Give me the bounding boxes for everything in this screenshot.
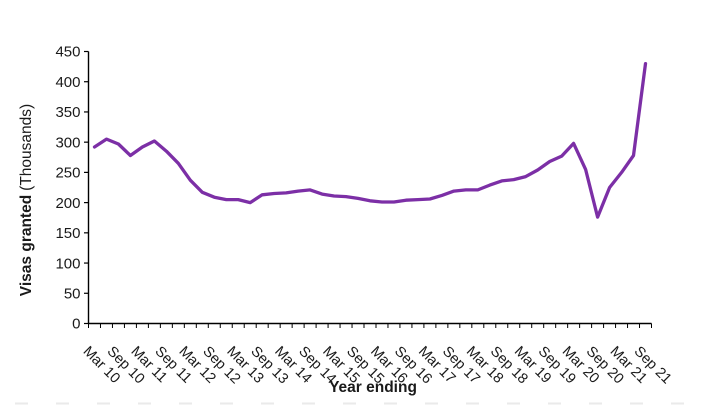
y-axis-title: Visas granted (Thousands) <box>18 104 35 296</box>
visas-granted-series-line <box>92 61 648 219</box>
y-axis-title-main: Visas granted <box>18 195 35 296</box>
y-tick-label: 400 <box>55 74 80 91</box>
x-axis-title: Year ending <box>329 379 417 396</box>
y-tick-label: 100 <box>55 255 80 272</box>
y-axis-title-unit: (Thousands) <box>18 104 35 191</box>
y-tick-label: 50 <box>64 285 81 302</box>
y-tick-label: 450 <box>55 44 80 61</box>
y-tick-label: 250 <box>55 165 80 182</box>
y-tick-label: 350 <box>55 104 80 121</box>
y-tick-label: 300 <box>55 134 80 151</box>
y-tick-label: 150 <box>55 225 80 242</box>
y-tick-label: 0 <box>72 316 80 333</box>
y-tick-label: 200 <box>55 195 80 212</box>
